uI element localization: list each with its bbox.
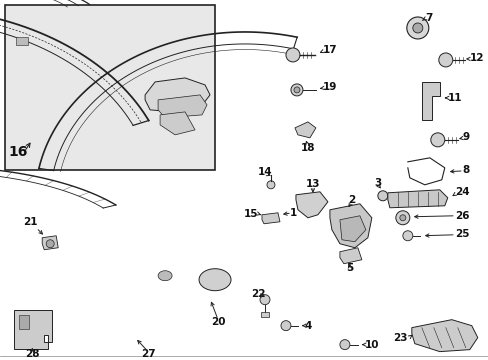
Text: 5: 5 bbox=[346, 263, 353, 273]
Circle shape bbox=[395, 211, 409, 225]
Text: 26: 26 bbox=[454, 211, 468, 221]
Text: 3: 3 bbox=[373, 178, 381, 188]
Polygon shape bbox=[339, 216, 365, 242]
Text: 23: 23 bbox=[392, 333, 407, 343]
Text: 13: 13 bbox=[305, 179, 320, 189]
Polygon shape bbox=[421, 82, 439, 120]
Circle shape bbox=[430, 133, 444, 147]
Polygon shape bbox=[339, 248, 361, 264]
Circle shape bbox=[406, 17, 428, 39]
Text: 8: 8 bbox=[462, 165, 469, 175]
Text: 9: 9 bbox=[462, 132, 469, 142]
Circle shape bbox=[281, 321, 290, 330]
Text: 11: 11 bbox=[447, 93, 461, 103]
Bar bbox=[5, 5, 215, 170]
Text: 17: 17 bbox=[322, 45, 337, 55]
Text: 21: 21 bbox=[23, 217, 38, 227]
Circle shape bbox=[339, 339, 349, 350]
Text: 15: 15 bbox=[244, 209, 258, 219]
Text: 19: 19 bbox=[322, 82, 337, 92]
Text: 24: 24 bbox=[454, 187, 468, 197]
Ellipse shape bbox=[199, 269, 230, 291]
Circle shape bbox=[293, 87, 299, 93]
Text: 7: 7 bbox=[424, 13, 431, 23]
Polygon shape bbox=[145, 78, 210, 112]
Text: 14: 14 bbox=[257, 167, 272, 177]
Polygon shape bbox=[42, 236, 58, 250]
Text: 27: 27 bbox=[141, 348, 155, 359]
Text: 4: 4 bbox=[305, 321, 312, 330]
Text: 22: 22 bbox=[250, 289, 264, 299]
Polygon shape bbox=[158, 95, 206, 118]
Circle shape bbox=[46, 240, 54, 248]
Bar bbox=[261, 312, 268, 317]
Polygon shape bbox=[295, 192, 327, 218]
Polygon shape bbox=[329, 204, 371, 248]
Text: 12: 12 bbox=[469, 53, 483, 63]
Circle shape bbox=[285, 48, 299, 62]
Polygon shape bbox=[160, 112, 195, 135]
Text: 20: 20 bbox=[210, 317, 225, 327]
Circle shape bbox=[399, 215, 405, 221]
Text: 10: 10 bbox=[364, 339, 379, 350]
Circle shape bbox=[266, 181, 274, 189]
Circle shape bbox=[290, 84, 303, 96]
Polygon shape bbox=[294, 122, 315, 138]
Polygon shape bbox=[262, 213, 280, 224]
Polygon shape bbox=[14, 310, 52, 348]
Polygon shape bbox=[411, 320, 477, 352]
Text: 25: 25 bbox=[454, 229, 468, 239]
Text: 16: 16 bbox=[8, 145, 27, 159]
Circle shape bbox=[402, 231, 412, 241]
Bar bbox=[19, 315, 29, 329]
Circle shape bbox=[260, 295, 269, 305]
Bar bbox=[16, 37, 27, 45]
Polygon shape bbox=[387, 190, 447, 208]
Text: 1: 1 bbox=[289, 208, 297, 218]
Text: 18: 18 bbox=[300, 143, 315, 153]
Text: 28: 28 bbox=[25, 348, 40, 359]
Text: 2: 2 bbox=[347, 195, 355, 205]
Ellipse shape bbox=[158, 271, 172, 281]
Circle shape bbox=[412, 23, 422, 33]
Circle shape bbox=[438, 53, 452, 67]
Circle shape bbox=[377, 191, 387, 201]
